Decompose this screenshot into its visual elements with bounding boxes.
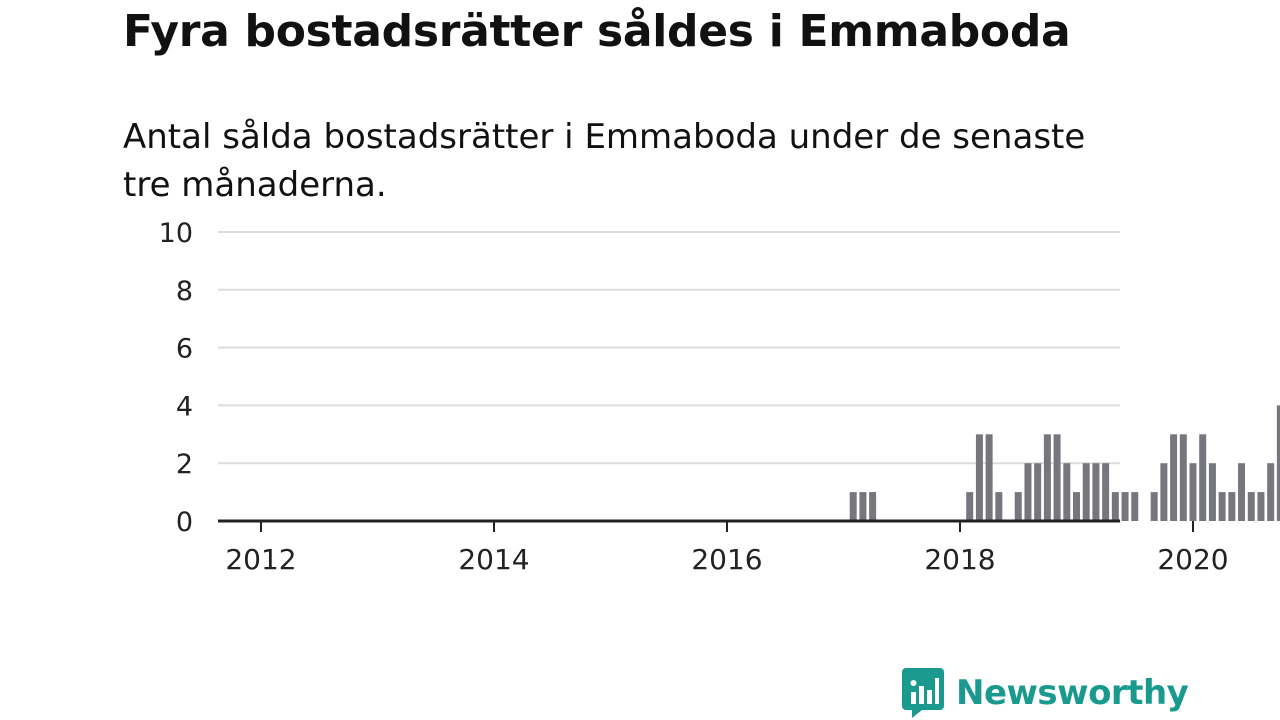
bar: [1228, 492, 1236, 521]
bar: [1073, 492, 1080, 521]
bar: [1257, 492, 1265, 521]
chart-subtitle: Antal sålda bostadsrätter i Emmaboda und…: [123, 117, 1086, 205]
bar: [1053, 434, 1061, 521]
bar: [1160, 463, 1168, 521]
bar: [1276, 405, 1280, 521]
bar-chart: 0246810201220142016201820202022202420264: [159, 218, 1280, 576]
bar: [1043, 434, 1051, 521]
bar: [1150, 492, 1158, 521]
bar: [849, 492, 857, 521]
newsworthy-logo-icon: [902, 668, 944, 718]
bar: [1092, 463, 1100, 521]
x-tick-label: 2012: [225, 543, 296, 576]
bar: [1238, 463, 1246, 521]
bar: [1063, 463, 1071, 521]
bar: [1121, 492, 1129, 521]
bar: [966, 492, 974, 521]
bar: [1179, 434, 1187, 521]
bar: [1014, 492, 1022, 521]
bar: [995, 492, 1003, 521]
y-tick-label: 6: [176, 334, 193, 365]
bar: [1208, 463, 1216, 521]
y-tick-label: 10: [159, 218, 193, 249]
brand-logo: Newsworthy: [902, 668, 1189, 718]
bar: [1170, 434, 1178, 521]
bar: [1131, 492, 1139, 521]
bar: [1199, 434, 1207, 521]
bar: [1034, 463, 1042, 521]
y-tick-label: 2: [176, 449, 193, 480]
y-tick-label: 0: [176, 507, 193, 538]
y-tick-label: 4: [176, 391, 193, 422]
y-tick-label: 8: [176, 276, 193, 307]
bar: [1218, 492, 1226, 521]
bar: [1102, 463, 1110, 521]
bar: [1267, 463, 1275, 521]
bar: [1082, 463, 1090, 521]
x-tick-label: 2018: [924, 543, 995, 576]
brand-name: Newsworthy: [956, 673, 1189, 713]
bar: [859, 492, 867, 521]
bar: [985, 434, 993, 521]
chart-title: Fyra bostadsrätter såldes i Emmaboda: [123, 6, 1071, 57]
bar: [975, 434, 983, 521]
bar: [1189, 463, 1197, 521]
bar: [1111, 492, 1119, 521]
bar: [1247, 492, 1255, 521]
bar: [869, 492, 877, 521]
bar: [1024, 463, 1032, 521]
x-tick-label: 2020: [1157, 543, 1228, 576]
x-tick-label: 2014: [458, 543, 529, 576]
x-tick-label: 2016: [691, 543, 762, 576]
